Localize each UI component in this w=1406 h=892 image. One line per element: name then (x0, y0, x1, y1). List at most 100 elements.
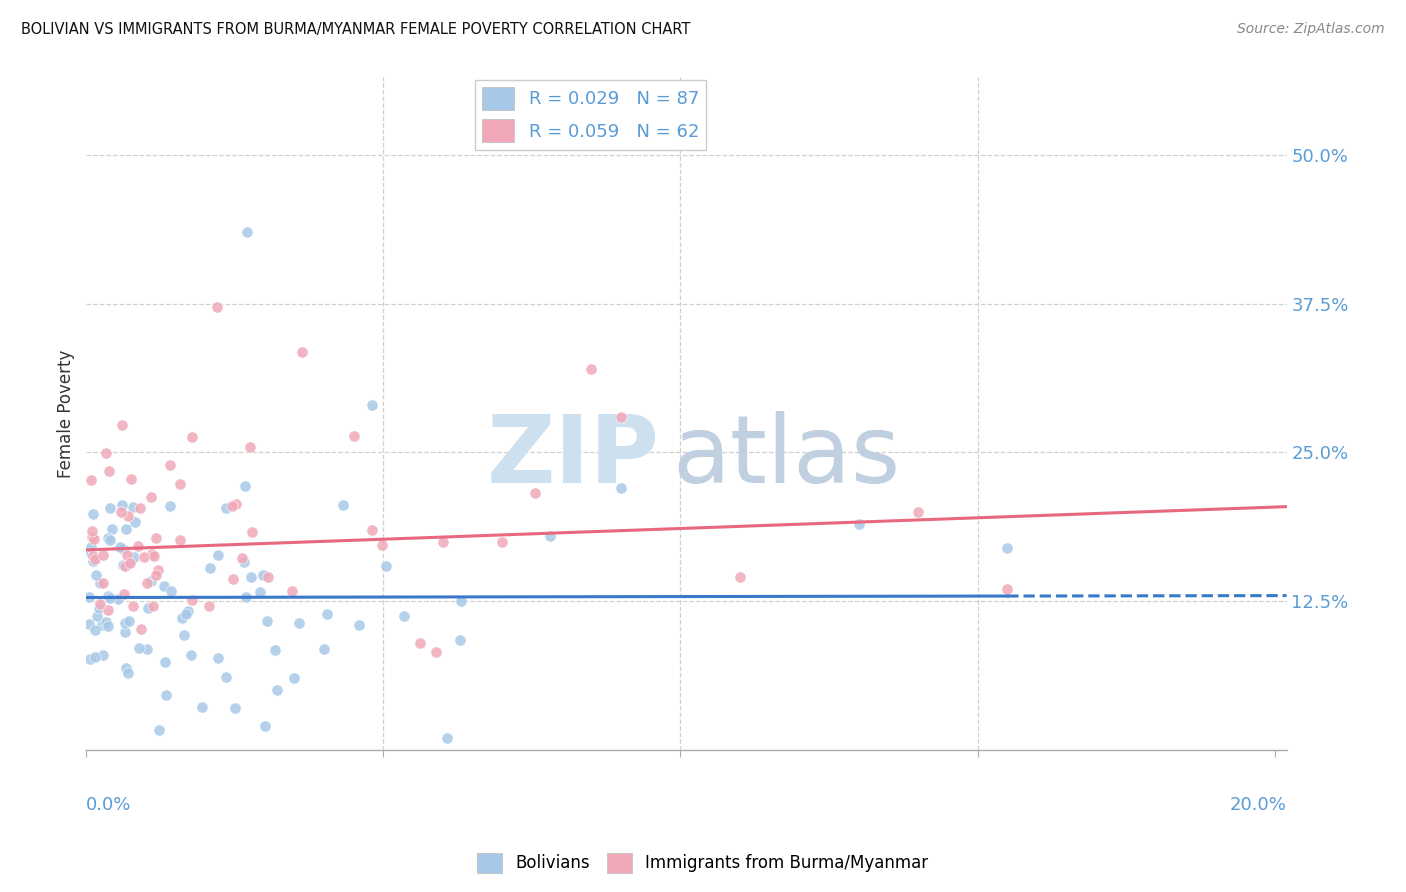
Point (207, 548, 229, 562)
Point (256, 614, 278, 628)
Point (83, 623, 105, 637)
Point (207, 650, 229, 665)
Point (281, 583, 304, 598)
Point (221, 499, 243, 513)
Point (107, 591, 129, 606)
Point (98, 591, 121, 605)
Point (94, 446, 117, 460)
Point (225, 497, 247, 511)
Point (176, 607, 198, 622)
Point (249, 585, 271, 599)
Point (110, 505, 132, 519)
Point (117, 556, 139, 570)
Y-axis label: Female Poverty: Female Poverty (58, 350, 75, 478)
Point (176, 604, 198, 618)
Point (215, 670, 238, 684)
Point (120, 472, 142, 486)
Point (136, 576, 159, 591)
Point (91, 618, 114, 632)
Point (82, 530, 104, 544)
Point (180, 430, 202, 444)
Point (264, 642, 287, 657)
Legend: Bolivians, Immigrants from Burma/Myanmar: Bolivians, Immigrants from Burma/Myanmar (471, 847, 935, 880)
Point (82, 554, 104, 568)
Point (117, 548, 139, 562)
Point (114, 559, 136, 574)
Point (112, 558, 135, 572)
Text: atlas: atlas (672, 411, 900, 503)
Point (115, 522, 138, 536)
Point (239, 569, 262, 583)
Point (114, 616, 136, 631)
Point (253, 719, 276, 733)
Point (98, 500, 121, 515)
Text: Source: ZipAtlas.com: Source: ZipAtlas.com (1237, 22, 1385, 37)
Point (143, 549, 166, 563)
Point (89, 601, 111, 615)
Point (169, 533, 191, 547)
Point (449, 633, 471, 648)
Point (112, 587, 135, 601)
Point (425, 645, 447, 659)
Point (128, 641, 150, 656)
Point (450, 594, 472, 608)
Point (409, 636, 432, 650)
Point (233, 555, 256, 569)
Text: 0.0%: 0.0% (86, 796, 132, 814)
Point (124, 515, 146, 529)
Point (848, 516, 870, 531)
Point (172, 610, 194, 624)
Point (233, 478, 256, 492)
Point (129, 501, 152, 516)
Point (141, 574, 163, 588)
Point (343, 429, 366, 443)
Point (360, 523, 382, 537)
Point (138, 601, 160, 615)
Point (491, 534, 513, 549)
Point (89, 597, 111, 611)
Point (122, 500, 145, 514)
Point (198, 599, 221, 614)
Point (110, 499, 132, 513)
Point (191, 699, 214, 714)
Point (112, 541, 135, 556)
Point (610, 481, 633, 495)
Point (77, 616, 100, 631)
Point (84, 568, 107, 582)
Point (523, 486, 546, 500)
Point (145, 531, 167, 545)
Point (77, 590, 100, 604)
Point (160, 583, 183, 598)
Point (129, 622, 152, 636)
Point (995, 582, 1018, 597)
Point (375, 558, 398, 573)
Text: 20.0%: 20.0% (1230, 796, 1286, 814)
Point (283, 672, 305, 686)
Point (82, 524, 104, 538)
Point (93, 576, 115, 591)
Point (205, 300, 228, 314)
Point (91, 648, 114, 662)
Point (122, 599, 145, 613)
Point (728, 570, 751, 584)
Point (142, 599, 165, 614)
Point (127, 539, 149, 553)
Point (82, 507, 104, 521)
Point (79, 652, 101, 666)
Point (239, 440, 262, 454)
Point (98, 533, 121, 548)
Point (215, 501, 238, 516)
Point (146, 563, 169, 577)
Point (332, 498, 354, 512)
Point (222, 572, 245, 586)
Point (252, 567, 274, 582)
Point (155, 688, 177, 702)
Point (83, 532, 105, 546)
Point (117, 509, 139, 524)
Point (111, 417, 134, 432)
Point (235, 225, 257, 239)
Point (152, 579, 174, 593)
Point (291, 344, 314, 359)
Point (83, 650, 105, 665)
Point (181, 593, 204, 607)
